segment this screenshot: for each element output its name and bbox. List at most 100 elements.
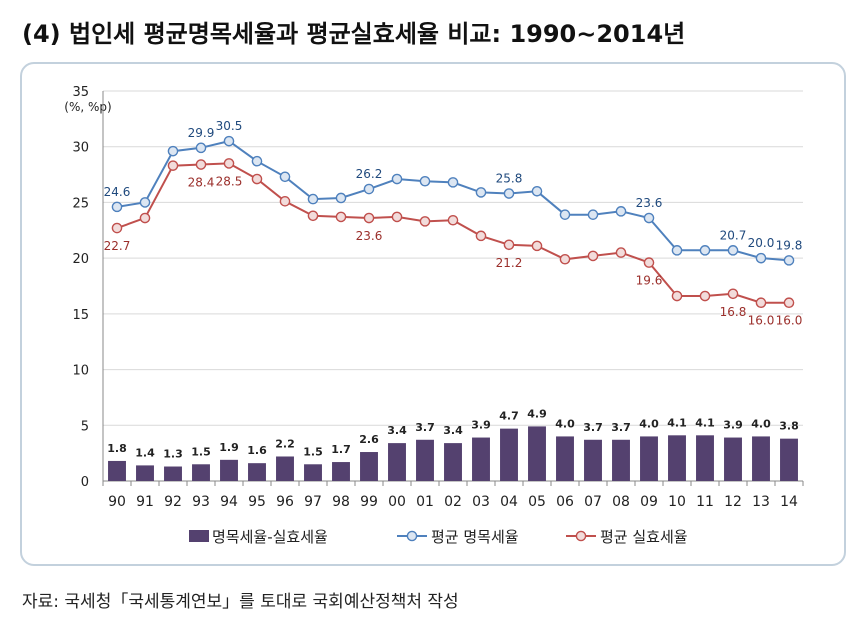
nominal-rate-data-label: 23.6 xyxy=(636,196,663,210)
legend-bar-label: 명목세율-실효세율 xyxy=(212,528,328,546)
effective-rate-point xyxy=(111,222,123,234)
effective-rate-data-label: 19.6 xyxy=(636,274,663,288)
bar-gap xyxy=(108,460,126,481)
x-tick-label: 04 xyxy=(500,494,518,510)
legend-nominal-marker xyxy=(406,530,418,542)
effective-rate-point xyxy=(307,210,319,222)
effective-rate-point xyxy=(755,297,767,309)
effective-rate-point xyxy=(279,196,291,207)
nominal-rate-data-label: 20.0 xyxy=(748,236,775,250)
x-tick-label: 05 xyxy=(528,494,546,510)
x-tick-label: 93 xyxy=(192,494,210,510)
x-tick-label: 03 xyxy=(472,494,490,510)
effective-rate-point xyxy=(447,214,459,226)
bar-data-label: 4.9 xyxy=(527,407,547,420)
effective-rate-data-label: 28.4 xyxy=(188,176,215,190)
effective-rate-point xyxy=(139,212,151,224)
bar-gap xyxy=(444,443,462,481)
bar-data-label: 1.7 xyxy=(331,443,351,456)
nominal-rate-data-label: 25.8 xyxy=(496,172,523,186)
y-tick-label: 15 xyxy=(72,308,89,323)
x-tick-label: 92 xyxy=(164,494,182,510)
nominal-rate-point xyxy=(111,201,123,213)
x-tick-label: 13 xyxy=(752,494,770,510)
effective-rate-data-label: 22.7 xyxy=(104,239,131,253)
effective-rate-point xyxy=(503,239,515,251)
bar-gap xyxy=(136,465,154,481)
bar-gap xyxy=(724,437,742,481)
nominal-rate-point xyxy=(503,188,515,199)
effective-rate-point xyxy=(587,250,599,262)
nominal-rate-point xyxy=(699,245,711,256)
x-tick-label: 06 xyxy=(556,494,574,510)
nominal-rate-point xyxy=(447,177,459,188)
effective-rate-point xyxy=(167,160,179,171)
effective-rate-point xyxy=(475,230,487,242)
bar-gap xyxy=(416,439,434,481)
nominal-rate-point xyxy=(251,155,263,167)
effective-rate-point xyxy=(391,211,403,223)
source-note: 자료: 국세청「국세통계연보」를 토대로 국회예산정책처 작성 xyxy=(22,592,459,612)
bar-data-label: 3.7 xyxy=(415,421,435,434)
bar-gap xyxy=(640,436,658,481)
bar-data-label: 1.6 xyxy=(247,444,267,457)
nominal-rate-data-label: 20.7 xyxy=(720,228,747,242)
bar-data-label: 1.3 xyxy=(163,448,183,461)
nominal-rate-point xyxy=(755,252,767,264)
x-tick-label: 08 xyxy=(612,494,630,510)
bar-data-label: 3.9 xyxy=(471,419,491,432)
y-tick-label: 30 xyxy=(72,141,89,156)
effective-rate-data-label: 21.2 xyxy=(496,256,523,270)
bar-gap xyxy=(192,464,210,481)
bar-data-label: 1.5 xyxy=(191,445,211,458)
effective-rate-point xyxy=(419,216,431,227)
bar-data-label: 1.9 xyxy=(219,441,239,454)
bar-gap xyxy=(472,437,490,481)
x-tick-label: 90 xyxy=(108,494,126,510)
effective-rate-point xyxy=(335,211,347,223)
bar-data-label: 3.9 xyxy=(723,419,743,432)
effective-rate-data-label: 23.6 xyxy=(356,229,383,243)
nominal-rate-point xyxy=(615,206,627,217)
bar-data-label: 3.4 xyxy=(443,424,463,437)
effective-rate-point xyxy=(531,240,543,252)
bar-data-label: 2.6 xyxy=(359,433,379,446)
effective-rate-point xyxy=(223,158,235,169)
bar-data-label: 3.8 xyxy=(779,420,799,433)
nominal-rate-point xyxy=(531,185,543,197)
x-tick-label: 07 xyxy=(584,494,602,510)
bar-data-label: 2.2 xyxy=(275,437,295,450)
bar-gap xyxy=(780,438,798,481)
bar-data-label: 4.1 xyxy=(667,416,687,429)
x-tick-label: 00 xyxy=(388,494,406,510)
x-tick-label: 14 xyxy=(780,494,798,510)
effective-rate-point xyxy=(251,173,263,185)
effective-rate-point xyxy=(727,288,739,300)
nominal-rate-point xyxy=(167,145,179,157)
nominal-rate-point xyxy=(279,171,291,183)
bar-gap xyxy=(752,436,770,481)
y-unit-label: (%, %p) xyxy=(64,100,111,114)
bar-gap xyxy=(304,464,322,481)
nominal-rate-point xyxy=(391,173,403,185)
bar-gap xyxy=(668,435,686,481)
bar-gap xyxy=(500,428,518,481)
x-tick-label: 91 xyxy=(136,494,154,510)
x-tick-label: 09 xyxy=(640,494,658,510)
bar-gap xyxy=(360,452,378,481)
effective-rate-point xyxy=(783,297,795,309)
legend-nominal-label: 평균 명목세율 xyxy=(431,528,519,546)
nominal-rate-point xyxy=(307,193,319,205)
nominal-rate-data-label: 29.9 xyxy=(188,126,215,140)
nominal-rate-data-label: 19.8 xyxy=(776,238,803,252)
x-tick-label: 96 xyxy=(276,494,294,510)
bar-data-label: 3.4 xyxy=(387,424,407,437)
x-tick-label: 02 xyxy=(444,494,462,510)
x-tick-label: 97 xyxy=(304,494,322,510)
y-tick-label: 20 xyxy=(72,252,89,267)
y-tick-label: 5 xyxy=(81,419,89,434)
nominal-rate-data-label: 30.5 xyxy=(216,119,243,133)
effective-rate-data-label: 16.0 xyxy=(748,314,775,328)
legend-bar-swatch xyxy=(189,530,209,542)
